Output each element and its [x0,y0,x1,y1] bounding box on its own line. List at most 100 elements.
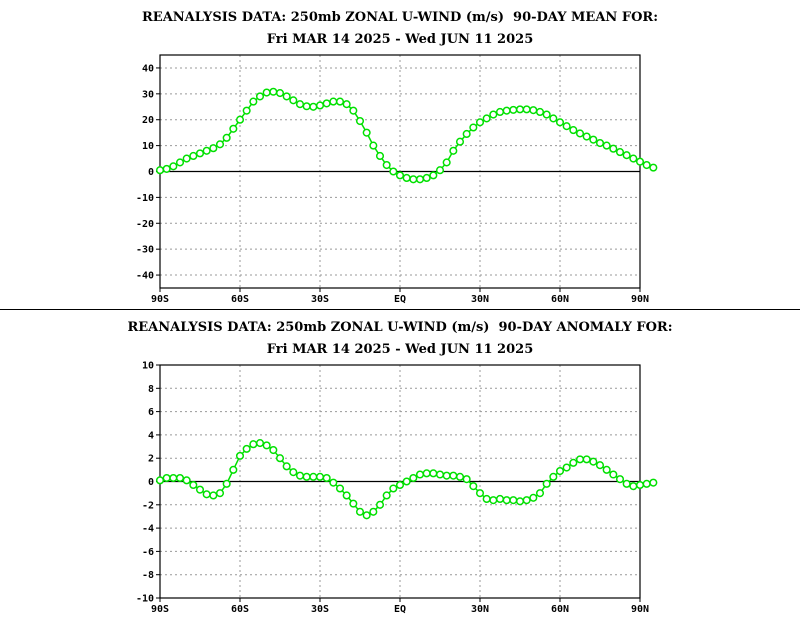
data-point [329,97,338,106]
data-point [262,88,271,97]
mean-chart-title: REANALYSIS DATA: 250mb ZONAL U-WIND (m/s… [141,10,658,25]
data-point [215,489,225,498]
data-point [535,489,545,498]
data-point [602,465,611,474]
data-point [575,129,585,138]
data-point [569,126,578,135]
data-point [255,439,265,448]
data-point [309,102,318,111]
data-point [295,471,305,480]
data-point [615,148,625,157]
x-tick-label: 90S [151,294,169,305]
data-point [289,468,298,477]
data-point [369,141,378,150]
data-point [615,475,625,484]
data-point [462,475,471,484]
data-point [582,455,591,464]
data-point [229,124,238,133]
anomaly-chart-title: REANALYSIS DATA: 250mb ZONAL U-WIND (m/s… [127,320,673,335]
y-tick-label: 4 [148,430,154,441]
data-point [349,106,358,115]
data-point [169,162,178,171]
data-point [395,480,405,490]
data-point [535,107,545,117]
data-point [222,133,231,142]
data-point [495,494,505,504]
mean-panel: REANALYSIS DATA: 250mb ZONAL U-WIND (m/s… [135,10,658,305]
data-point [562,122,571,131]
x-tick-label: 30N [471,604,489,615]
data-point [275,89,285,98]
data-point [182,154,191,163]
data-point [509,105,518,114]
data-point [242,444,251,453]
data-point [322,99,331,108]
data-point [429,171,438,180]
data-point [369,507,378,516]
data-point [455,472,465,481]
data-point [282,462,291,471]
data-point [622,479,631,488]
data-point [449,471,458,480]
data-point [635,157,645,166]
data-point [382,160,391,170]
data-point [295,100,305,109]
data-point [609,144,618,153]
data-point [455,137,465,146]
y-tick-label: 10 [142,141,154,152]
data-point [315,472,325,481]
y-tick-label: 40 [142,63,154,74]
data-point [335,97,345,106]
y-tick-label: -2 [142,500,154,511]
data-point [429,469,438,478]
data-point [515,497,525,506]
data-point [529,493,538,502]
mean-chart: -40 -30 -20 -10 0 10 20 30 40 90S 60S 30S EQ 30N 60N 90… [136,54,658,305]
data-point [215,140,225,149]
data-point [589,135,598,144]
data-point [349,499,358,508]
data-point [302,102,311,111]
data-point [235,451,245,460]
data-point [155,476,165,485]
data-point [415,470,425,479]
data-point [415,175,425,184]
data-point [502,496,511,505]
data-point [362,128,371,137]
y-tick-label: -40 [136,271,154,282]
data-point [175,473,185,483]
data-point [409,473,418,483]
y-tick-label: -6 [142,547,154,558]
data-point [642,160,651,170]
data-point [562,463,571,472]
y-tick-label: 10 [142,361,154,372]
data-point [282,92,291,101]
data-point [469,482,478,491]
data-point [549,114,558,123]
data-point [209,144,218,153]
data-point [389,167,398,176]
anomaly-chart-subtitle: Fri MAR 14 2025 - Wed JUN 11 2025 [266,342,534,357]
data-point [422,469,431,478]
data-point [555,118,565,127]
x-tick-label: 30S [311,294,329,305]
x-tick-label: 30N [471,294,489,305]
x-tick-label: 90N [631,294,649,305]
x-tick-label: EQ [394,294,406,305]
data-point [302,472,311,481]
data-point [402,173,411,183]
y-tick-label: 0 [148,477,154,488]
data-point [275,454,285,463]
data-point [482,114,491,123]
data-point [342,100,351,109]
data-point [502,106,511,115]
x-tick-label: 90N [631,604,649,615]
data-point [475,489,485,498]
data-point [375,500,385,509]
anomaly-chart: -10 -8 -6 -4 -2 0 2 4 6 8 10 90S 60S 30S EQ 30N 60N 90N [136,361,658,615]
data-point [495,107,505,117]
data-point [255,92,265,101]
data-point [442,471,451,480]
data-point [209,491,218,500]
data-point [269,445,278,455]
